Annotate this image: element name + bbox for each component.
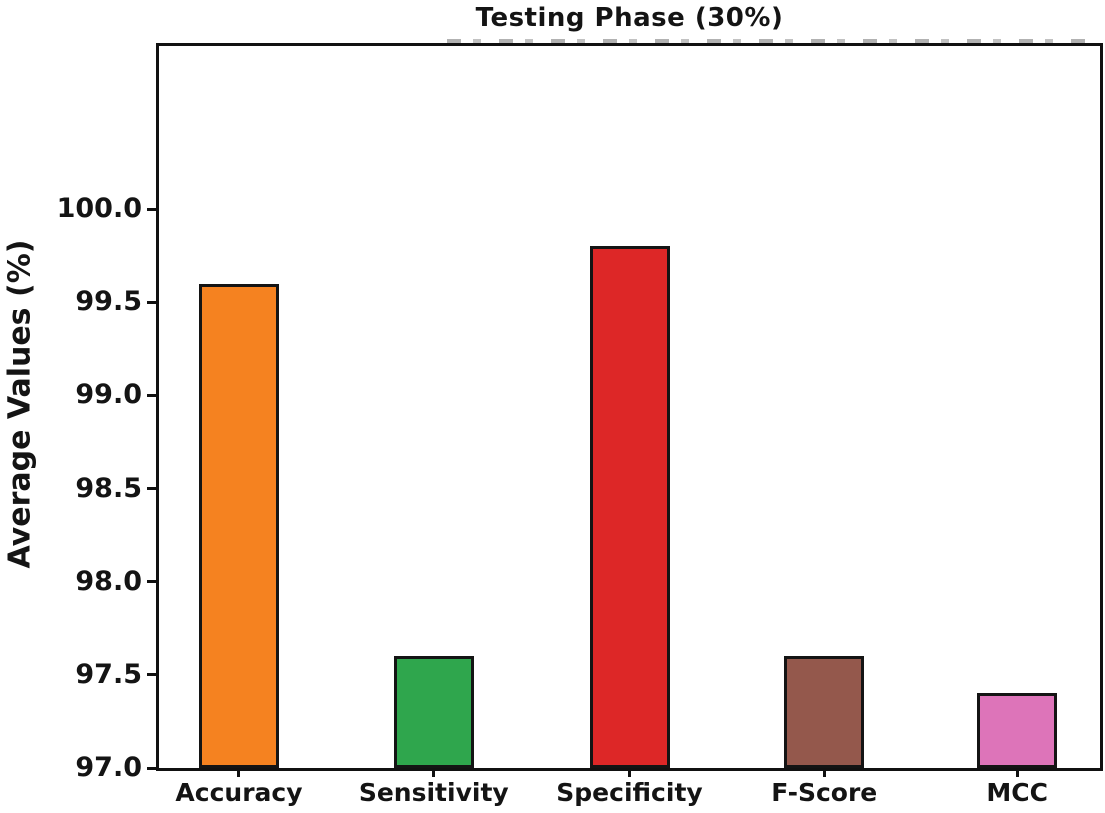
x-tick-mark [432, 768, 436, 777]
y-tick-mark [147, 300, 156, 304]
x-tick-label: F-Score [771, 778, 878, 807]
y-tick-label: 99.0 [75, 379, 142, 411]
x-tick-label: MCC [986, 778, 1048, 807]
y-tick-label: 98.0 [75, 565, 142, 597]
chart-title: Testing Phase (30%) [475, 3, 784, 33]
bar-sensitivity [393, 656, 474, 768]
y-tick-label: 99.5 [75, 286, 142, 318]
x-tick-mark [822, 768, 826, 777]
y-tick-mark [147, 673, 156, 677]
x-tick-label: Sensitivity [358, 778, 509, 807]
y-tick-label: 97.0 [75, 752, 142, 783]
x-tick-mark [628, 768, 631, 777]
y-tick-mark [147, 580, 156, 584]
y-tick-label: 98.5 [75, 472, 142, 504]
y-tick-label: 97.5 [75, 658, 142, 690]
clipped-text-artifact [447, 39, 1095, 43]
y-tick-mark [147, 207, 156, 211]
bar-accuracy [198, 284, 279, 768]
bar-mcc [977, 693, 1058, 768]
x-tick-label: Accuracy [175, 778, 303, 807]
y-tick-mark [147, 393, 156, 397]
y-tick-label: 100.0 [56, 193, 142, 225]
bar-specificity [589, 246, 670, 768]
x-tick-mark [237, 768, 241, 777]
bar-f-score [784, 656, 865, 768]
x-tick-label: Specificity [556, 778, 703, 807]
y-tick-mark [147, 487, 156, 491]
x-tick-mark [1015, 768, 1019, 777]
y-tick-mark [147, 766, 156, 770]
